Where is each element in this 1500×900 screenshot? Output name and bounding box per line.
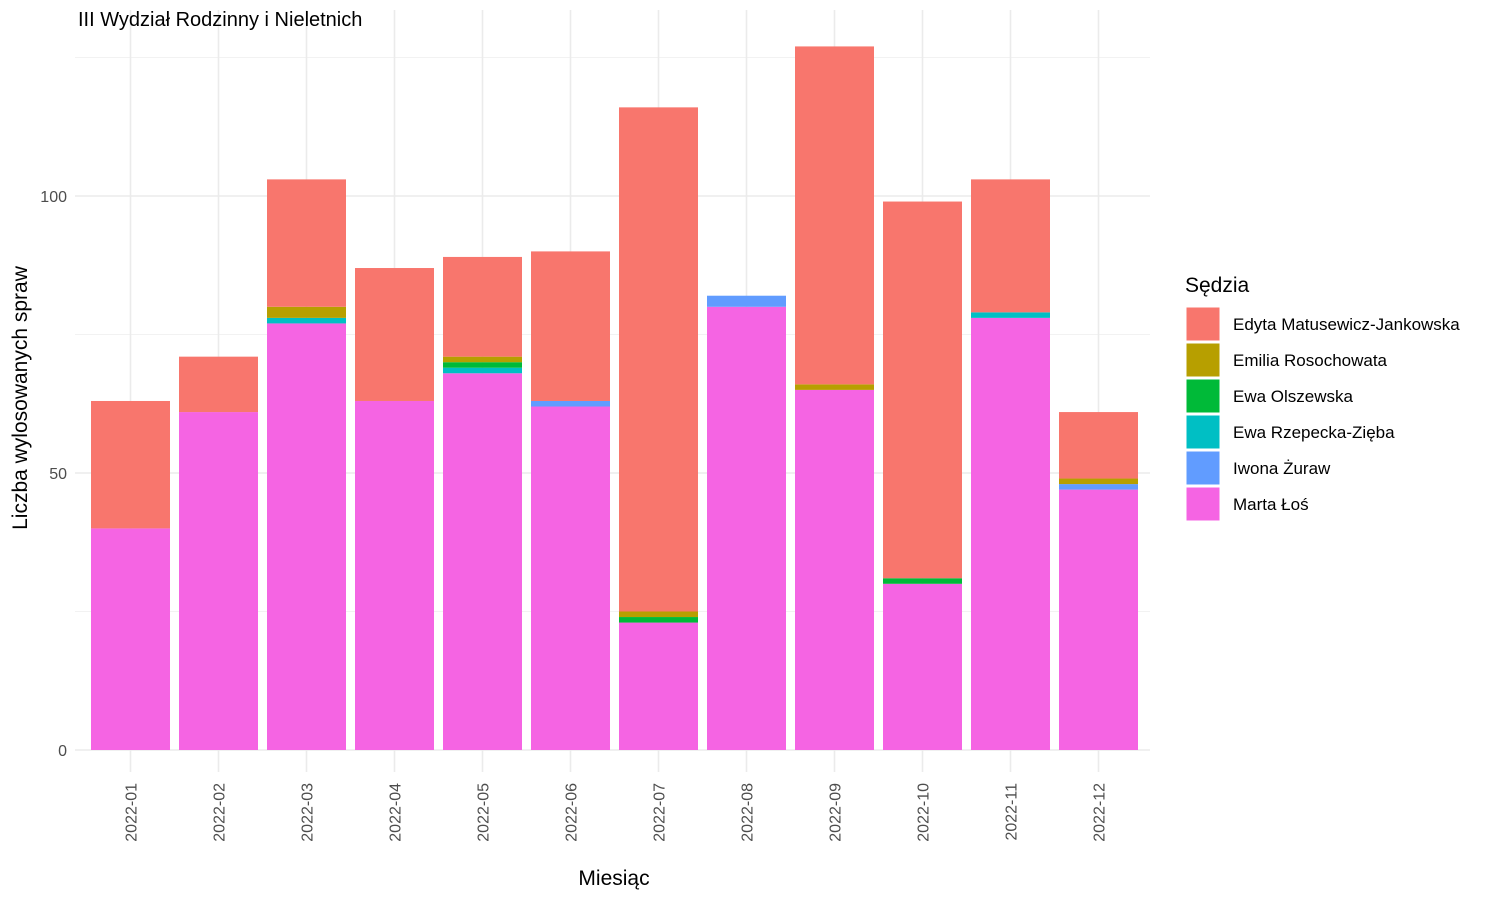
x-tick-label: 2022-04	[388, 783, 405, 842]
bar-segment	[795, 46, 874, 385]
legend: Sędzia Edyta Matusewicz-Jankowska Emilia …	[1185, 274, 1460, 522]
bar-segment	[443, 367, 522, 374]
x-tick-label: 2022-11	[1004, 783, 1021, 841]
x-tick-label: 2022-03	[300, 783, 317, 842]
legend-key	[1185, 450, 1221, 486]
bar-segment	[531, 251, 610, 401]
x-tick-label: 2022-02	[212, 783, 229, 842]
bar-segment	[883, 578, 962, 584]
bar-segment	[443, 373, 522, 750]
bar-segment	[267, 306, 346, 318]
y-tick-label: 0	[58, 743, 67, 760]
bar-segment	[619, 611, 698, 618]
bar-segment	[971, 317, 1050, 750]
bar-segment	[91, 400, 170, 529]
bar-segment	[619, 617, 698, 623]
x-tick-label: 2022-05	[476, 783, 493, 842]
legend-label: Ewa Rzepecka-Zięba	[1233, 423, 1395, 442]
bar-segment	[1059, 478, 1138, 485]
bar-segment	[267, 317, 346, 324]
bar-segment	[1059, 484, 1138, 490]
legend-label: Marta Łoś	[1233, 495, 1309, 514]
x-tick-label: 2022-10	[916, 783, 933, 842]
bar-segment	[179, 412, 258, 750]
bar-segment	[619, 622, 698, 750]
legend-title: Sędzia	[1185, 274, 1250, 297]
legend-key	[1185, 306, 1221, 342]
legend-label: Ewa Olszewska	[1233, 387, 1354, 406]
bar-segment	[971, 179, 1050, 313]
legend-label: Iwona Żuraw	[1233, 459, 1331, 478]
bar-segment	[355, 400, 434, 750]
x-tick-label: 2022-08	[740, 783, 757, 842]
x-tick-label: 2022-06	[564, 783, 581, 842]
bar-segment	[707, 306, 786, 750]
legend-key	[1185, 342, 1221, 378]
bars	[91, 46, 1138, 750]
legend-key	[1185, 486, 1221, 522]
bar-segment	[971, 312, 1050, 318]
bar-segment	[443, 362, 522, 368]
legend-key	[1185, 414, 1221, 450]
x-tick-label: 2022-01	[124, 783, 141, 842]
bar-segment	[355, 268, 434, 401]
x-tick-label: 2022-07	[652, 783, 669, 842]
x-axis-ticks: 2022-01 2022-02 2022-03 2022-04 2022-05 2022-…	[124, 783, 1109, 842]
legend-label: Emilia Rosochowata	[1233, 351, 1388, 370]
bar-segment	[179, 356, 258, 413]
x-tick-label: 2022-09	[828, 783, 845, 842]
legend-label: Edyta Matusewicz-Jankowska	[1233, 315, 1460, 334]
bar-segment	[531, 400, 610, 407]
bar-segment	[883, 583, 962, 750]
chart-title: III Wydział Rodzinny i Nieletnich	[78, 9, 362, 31]
y-tick-label: 100	[40, 189, 67, 206]
legend-key	[1185, 378, 1221, 414]
bar-segment	[1059, 489, 1138, 750]
bar-segment	[619, 107, 698, 612]
y-tick-label: 50	[49, 466, 67, 483]
y-axis-ticks: 0 50 100	[40, 189, 67, 760]
bar-segment	[443, 256, 522, 357]
bar-segment	[707, 295, 786, 307]
bar-segment	[795, 384, 874, 390]
bar-segment	[1059, 412, 1138, 479]
bar-segment	[443, 356, 522, 363]
x-axis-title: Miesiąc	[578, 867, 649, 890]
bar-segment	[795, 389, 874, 750]
y-axis-title: Liczba wylosowanych spraw	[9, 265, 32, 530]
bar-segment	[531, 406, 610, 750]
x-tick-label: 2022-12	[1092, 783, 1109, 842]
bar-segment	[883, 201, 962, 579]
bar-segment	[267, 179, 346, 307]
bar-segment	[267, 323, 346, 750]
bar-segment	[91, 528, 170, 750]
